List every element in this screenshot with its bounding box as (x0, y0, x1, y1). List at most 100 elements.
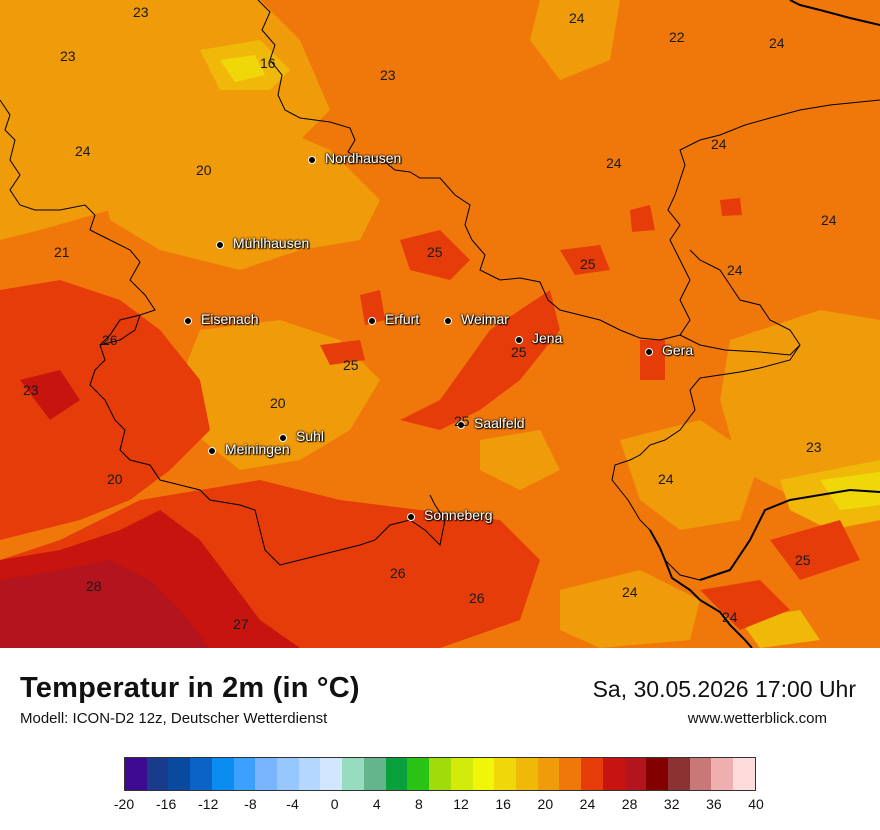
city-label: Weimar (461, 311, 509, 327)
city-label: Erfurt (385, 311, 420, 327)
city-dot (444, 317, 452, 325)
city-dot (216, 241, 224, 249)
city-dot (515, 336, 523, 344)
temperature-label: 25 (795, 552, 811, 568)
color-scale-bar (124, 757, 756, 791)
temperature-label: 24 (769, 35, 785, 51)
color-scale-cell (733, 758, 755, 790)
temperature-label: 21 (54, 244, 70, 260)
color-scale-tick-label: 32 (663, 796, 680, 812)
city-label: Suhl (296, 428, 325, 444)
color-scale-cell (211, 758, 234, 790)
color-scale-cell (537, 758, 560, 790)
color-scale-cell (233, 758, 256, 790)
city-label: Eisenach (201, 311, 259, 327)
color-scale-cell (559, 758, 582, 790)
city-dot (208, 447, 216, 455)
temperature-label: 25 (511, 344, 527, 360)
temperature-label: 25 (427, 244, 443, 260)
country-border (649, 0, 880, 648)
color-scale-cell (277, 758, 299, 790)
map-title: Temperatur in 2m (in °C) (20, 672, 360, 704)
color-scale-tick-label: -16 (156, 796, 177, 812)
temperature-label: 28 (86, 578, 102, 594)
color-scale-tick-label: 40 (748, 796, 764, 812)
city-label: Jena (532, 330, 563, 346)
color-scale-cell (320, 758, 343, 790)
color-scale-cell (146, 758, 169, 790)
color-scale-tick-label: -8 (244, 796, 257, 812)
temperature-label: 20 (196, 162, 212, 178)
city-dot (407, 513, 415, 521)
color-scale-tick-label: 4 (372, 796, 381, 812)
temperature-label: 24 (75, 143, 91, 159)
temperature-label: 23 (23, 382, 39, 398)
city-layer: Nordhausen Mühlhausen Eisenach Erfurt We… (184, 150, 693, 523)
temperature-label: 24 (711, 136, 727, 152)
color-scale-cell (429, 758, 451, 790)
color-scale-cell (125, 758, 147, 790)
city-label: Meiningen (225, 441, 290, 457)
temperature-map (0, 0, 880, 648)
color-scale-tick-label: -4 (286, 796, 299, 812)
city-label: Saalfeld (474, 415, 525, 431)
temperature-label: 23 (133, 4, 149, 20)
color-scale-tick-label: 0 (330, 796, 339, 812)
city-dot (279, 434, 287, 442)
temperature-label: 20 (270, 395, 286, 411)
color-scale-cell (255, 758, 278, 790)
color-scale-cell (494, 758, 516, 790)
city-label: Sonneberg (424, 507, 493, 523)
city-dot (184, 317, 192, 325)
city-dot (308, 156, 316, 164)
forecast-datetime: Sa, 30.05.2026 17:00 Uhr (592, 676, 856, 702)
temperature-label: 24 (722, 609, 738, 625)
temperature-label: 25 (580, 256, 596, 272)
color-scale-tick-label: 36 (706, 796, 722, 812)
city-dot (645, 348, 653, 356)
temperature-label: 23 (380, 67, 396, 83)
temperature-label: 23 (806, 439, 822, 455)
color-scale-cell (363, 758, 386, 790)
city-label: Mühlhausen (233, 235, 310, 251)
color-scale-tick-label: -20 (113, 796, 135, 812)
color-scale-cell (450, 758, 473, 790)
website-link[interactable]: www.wetterblick.com (687, 710, 827, 727)
color-scale-cell (168, 758, 191, 790)
color-scale-cell (602, 758, 625, 790)
color-scale-tick-label: 24 (579, 796, 596, 812)
temperature-label: 25 (343, 357, 359, 373)
temperature-label: 24 (658, 471, 674, 487)
color-scale-cell (342, 758, 364, 790)
color-scale-cell (646, 758, 668, 790)
color-scale-cell (472, 758, 495, 790)
temperature-label: 25 (454, 413, 470, 429)
temperature-label: 16 (260, 55, 276, 71)
color-scale-cell (385, 758, 408, 790)
color-scale-cell (515, 758, 538, 790)
temperature-label: 23 (60, 48, 76, 64)
temperature-label: 26 (102, 332, 118, 348)
color-scale-tick-label: 16 (495, 796, 511, 812)
cooler-regions (0, 0, 880, 648)
temperature-label: 27 (233, 616, 249, 632)
temperature-label: 26 (469, 590, 485, 606)
temperature-label: 26 (390, 565, 406, 581)
color-scale-cell (689, 758, 712, 790)
color-scale-tick-label: -12 (198, 796, 219, 812)
color-scale-tick-label: 8 (415, 796, 423, 812)
city-dot (457, 421, 465, 429)
temperature-label: 24 (606, 155, 622, 171)
color-scale-cell (624, 758, 647, 790)
temperature-label-layer: 23 24 22 24 23 16 23 24 20 24 24 24 21 2… (23, 4, 837, 632)
temperature-label: 24 (727, 262, 743, 278)
temperature-label: 24 (569, 10, 585, 26)
temperature-label: 20 (107, 471, 123, 487)
color-scale-tick-label: 28 (621, 796, 638, 812)
city-dot (368, 317, 376, 325)
temperature-label: 24 (821, 212, 837, 228)
temperature-label: 22 (669, 29, 685, 45)
temperature-label: 24 (622, 584, 638, 600)
color-scale-cell (190, 758, 212, 790)
color-scale-cell (298, 758, 321, 790)
